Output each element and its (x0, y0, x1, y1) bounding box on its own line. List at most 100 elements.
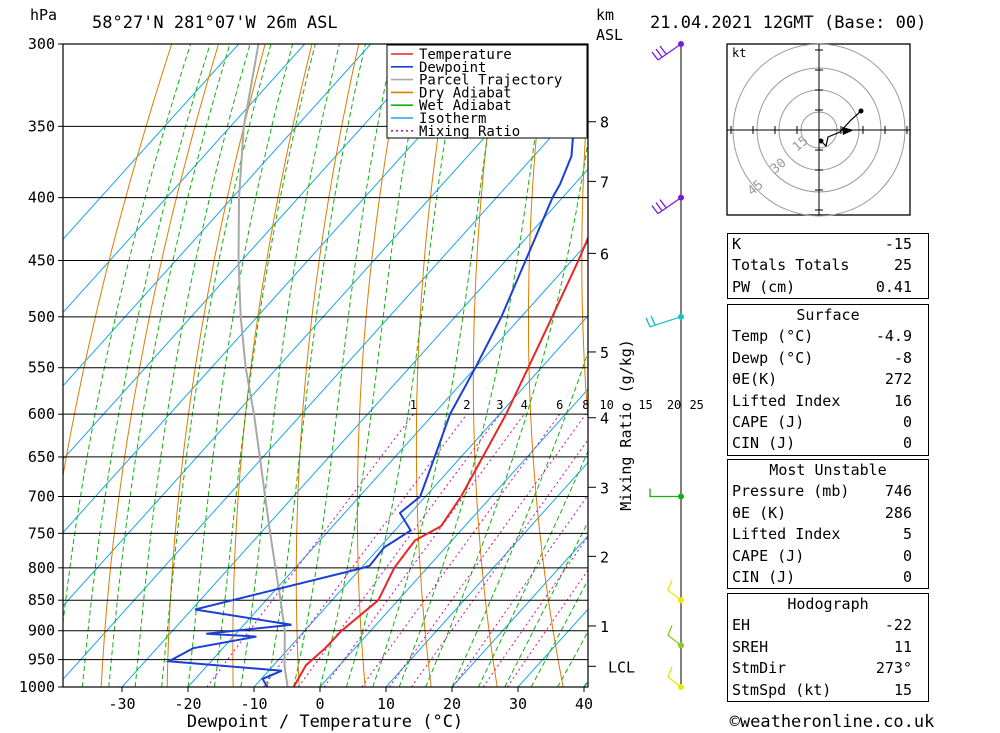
temperature-tick-label: -10 (240, 695, 267, 713)
parcel-trajectory-line (237, 44, 289, 687)
dry-adiabat-line (528, 44, 564, 687)
surface-value: 0 (902, 434, 912, 453)
mixing-ratio-label: 15 (638, 398, 652, 412)
temperature-line (292, 235, 588, 687)
isotherm-line (451, 535, 588, 687)
mu-label: Lifted Index (732, 525, 841, 544)
mixing-ratio-label: 20 (667, 398, 681, 412)
hodograph-start-dot (818, 138, 824, 144)
mixing-ratio-line (361, 413, 561, 687)
wind-barb-flag (659, 45, 667, 55)
temperature-tick-label: 40 (575, 695, 593, 713)
wet-adiabat-line (213, 44, 316, 687)
hodo-label: EH (732, 616, 751, 635)
asl-label: ASL (596, 26, 623, 44)
surface-row: CAPE (J) 0 (728, 412, 928, 433)
surface-label: Dewp (°C) (732, 348, 814, 367)
temperature-tick-label: 30 (509, 695, 527, 713)
pressure-axis: 300 350 400 450 500 550 600 650 700 750 800 850 900 9… (19, 35, 63, 696)
wet-adiabat-line (345, 44, 462, 687)
wet-adiabat-line (477, 449, 588, 687)
wind-barb-flag (651, 205, 659, 215)
isotherm-line (253, 315, 588, 687)
wet-adiabat-line (530, 578, 588, 687)
wind-barb-flag (651, 51, 659, 61)
legend-label: Mixing Ratio (419, 124, 520, 140)
isotherm-line (63, 44, 570, 607)
surface-label: Temp (°C) (732, 327, 814, 346)
temperature-tick-label: -20 (174, 695, 201, 713)
hodo-row: StmSpd (kt) 15 (728, 680, 928, 701)
dry-adiabat-line (920, 44, 1000, 687)
surface-value: -4.9 (875, 327, 912, 346)
km-tick-label: 3 (600, 479, 609, 497)
most-unstable-panel: Most Unstable Pressure (mb) 746 θE (K) 286… (727, 459, 929, 590)
hodo-value: 15 (893, 680, 912, 699)
wet-adiabat-line (161, 44, 272, 687)
mu-value: 286 (884, 503, 912, 522)
wet-adiabat-line (293, 44, 395, 687)
storm-motion-arrow (842, 127, 854, 135)
mixing-ratio-line (323, 413, 525, 687)
legend-label: Dry Adiabat (419, 85, 512, 101)
legend-label: Dewpoint (419, 60, 486, 76)
km-tick-label: 2 (600, 548, 609, 566)
location-label: 58°27'N 281°07'W 26m ASL (92, 13, 338, 33)
dry-adiabat-line (581, 91, 588, 425)
pressure-tick-label: 750 (28, 524, 55, 542)
temperature-tick-label: 20 (443, 695, 461, 713)
km-tick-label: 4 (600, 410, 609, 428)
copyright: ©weatheronline.co.uk (730, 712, 935, 732)
isotherm-line (63, 44, 306, 314)
index-value: 25 (893, 256, 912, 275)
hodo-label: StmSpd (kt) (732, 680, 832, 699)
isotherm-line (63, 44, 240, 240)
pressure-unit: hPa (30, 6, 57, 24)
wet-adiabat-line (134, 44, 251, 687)
isotherm-line (63, 44, 438, 460)
wind-barb-staff (657, 197, 682, 215)
wet-adiabat-line (187, 44, 294, 687)
mixing-ratio-line (206, 413, 414, 687)
legend-label: Isotherm (419, 111, 486, 127)
wet-adiabat-line (266, 44, 366, 687)
isobar-grid (63, 43, 588, 688)
pressure-tick-label: 500 (28, 308, 55, 326)
plot-frame (62, 43, 589, 688)
hodo-row: EH -22 (728, 615, 928, 636)
mu-row: CIN (J) 0 (728, 567, 928, 588)
index-row: K -15 (728, 234, 928, 255)
wind-barb-flag (659, 199, 667, 209)
pressure-tick-label: 900 (28, 622, 55, 640)
wind-barb (667, 666, 682, 688)
pressure-tick-label: 700 (28, 488, 55, 506)
surface-label: CIN (J) (732, 434, 796, 453)
temperature-tick-label: -30 (108, 695, 135, 713)
mu-value: 746 (884, 482, 912, 501)
isotherm-line (319, 388, 588, 687)
mu-label: CAPE (J) (732, 546, 805, 565)
temperature-axis: -30 -20 -10 0 10 20 30 40 (108, 687, 593, 713)
surface-row: CIN (J) 0 (728, 433, 928, 454)
wind-barb (667, 579, 682, 601)
temperature-tick-label: 0 (315, 695, 324, 713)
hodo-value: 11 (893, 637, 912, 656)
surface-panel: Surface Temp (°C) -4.9 Dewp (°C) -8 θE(K) 2… (727, 304, 929, 456)
mixing-ratio-line (297, 413, 501, 687)
index-row: Totals Totals 25 (728, 255, 928, 276)
mu-row: Lifted Index 5 (728, 524, 928, 545)
hodograph-unit: kt (732, 46, 746, 60)
surface-label: Lifted Index (732, 391, 841, 410)
km-tick-label: 1 (600, 618, 609, 636)
panel-title: Surface (796, 306, 860, 324)
km-tick-label: 7 (600, 173, 609, 191)
datetime-label: 21.04.2021 12GMT (Base: 00) (650, 13, 926, 33)
pressure-tick-label: 550 (28, 359, 55, 377)
surface-row: Dewp (°C) -8 (728, 348, 928, 369)
index-row: PW (cm) 0.41 (728, 277, 928, 298)
surface-row: Lifted Index 16 (728, 391, 928, 412)
wet-adiabat-line (81, 44, 211, 687)
wet-adiabat-line (319, 44, 426, 687)
km-axis: 8 7 6 5 4 3 2 1 LCL (588, 114, 635, 676)
